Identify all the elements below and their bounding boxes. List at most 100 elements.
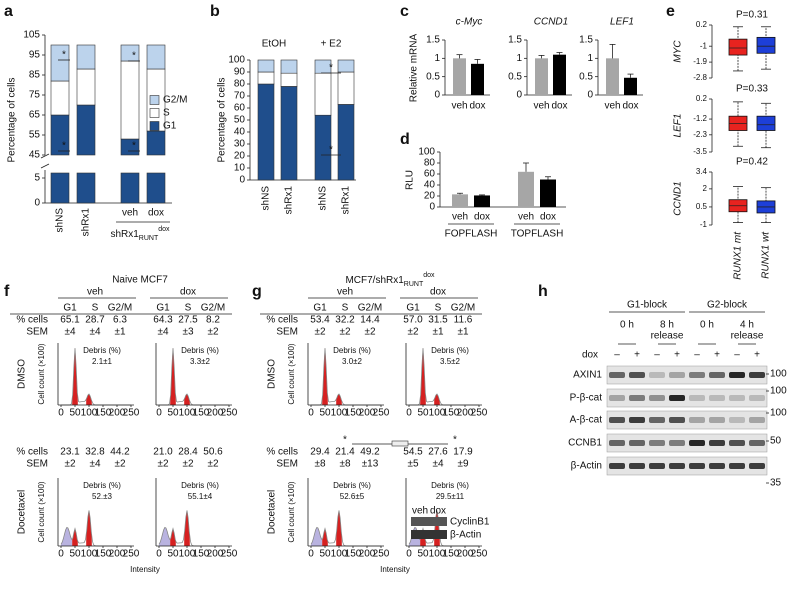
bar-segment bbox=[146, 130, 166, 156]
significance: * bbox=[62, 50, 66, 61]
x-tick-label: dox bbox=[148, 208, 164, 219]
bar-segment bbox=[280, 59, 298, 74]
sem: ±4 bbox=[89, 327, 100, 338]
x-tick-label: 150 bbox=[193, 549, 210, 560]
y-tick-label: 3.4 bbox=[696, 167, 708, 176]
percent-cells: 65.1 bbox=[60, 315, 80, 326]
x-tick-label: shNS bbox=[55, 208, 66, 233]
band bbox=[649, 395, 665, 401]
x-tick-label: 250 bbox=[471, 549, 488, 560]
x-tick-label: 100 bbox=[331, 408, 348, 419]
band bbox=[629, 463, 645, 469]
y-tick-label: 0 bbox=[239, 175, 245, 186]
p-value: P=0.42 bbox=[736, 157, 768, 168]
sem: ±2 bbox=[182, 459, 193, 470]
y-tick-label: 95 bbox=[29, 50, 41, 61]
y-tick-label: 60 bbox=[234, 103, 246, 114]
y-tick-label: 100 bbox=[228, 55, 245, 66]
inset-blot bbox=[411, 517, 447, 526]
y-tick-label: 10 bbox=[234, 163, 246, 174]
bar bbox=[452, 194, 468, 207]
y-tick-label: 0 bbox=[34, 198, 40, 209]
bar-segment bbox=[76, 172, 96, 204]
bar-segment bbox=[257, 83, 275, 181]
row-label: SEM bbox=[276, 459, 298, 470]
x-tick-label: veh bbox=[604, 101, 620, 112]
legend-label: G1 bbox=[163, 121, 177, 132]
band bbox=[609, 372, 625, 378]
y-axis-label: Relative mRNA bbox=[409, 34, 420, 103]
band bbox=[669, 417, 685, 423]
percent-cells: 57.0 bbox=[403, 315, 423, 326]
x-tick-label: 200 bbox=[457, 408, 474, 419]
percent-cells: 64.3 bbox=[153, 315, 173, 326]
bar-segment bbox=[76, 68, 96, 106]
y-tick-label: 20 bbox=[424, 191, 436, 202]
y-tick-label: -2.3 bbox=[693, 130, 707, 139]
treatment-sign: + bbox=[754, 350, 760, 361]
bar-segment bbox=[120, 138, 140, 156]
phase-label: G2/M bbox=[358, 303, 382, 314]
band bbox=[749, 372, 765, 378]
x-tick-label: 250 bbox=[221, 408, 238, 419]
x-tick-label: 0 bbox=[308, 549, 314, 560]
band bbox=[709, 417, 725, 423]
y-tick-label: 60 bbox=[424, 169, 436, 180]
band bbox=[689, 372, 705, 378]
row-label: % cells bbox=[16, 447, 48, 458]
sem: ±2 bbox=[64, 459, 75, 470]
group-label-sup: dox bbox=[158, 226, 170, 233]
bar-segment bbox=[50, 44, 70, 82]
sem: ±4 bbox=[432, 459, 443, 470]
percent-cells: 53.4 bbox=[310, 315, 330, 326]
row-label: % cells bbox=[16, 315, 48, 326]
y-tick-label: -1.9 bbox=[693, 57, 707, 66]
x-tick-label: dox bbox=[622, 101, 638, 112]
debris-label: Debris (%) bbox=[431, 481, 469, 490]
x-tick-label: dox bbox=[474, 212, 490, 223]
panel-label: c bbox=[400, 3, 409, 20]
phase-label: S bbox=[435, 303, 442, 314]
size-marker: 100 bbox=[770, 408, 787, 419]
percent-cells: 27.6 bbox=[428, 447, 448, 458]
sem: ±2 bbox=[339, 327, 350, 338]
band bbox=[609, 395, 625, 401]
sem: ±2 bbox=[207, 327, 218, 338]
row-label: β-Actin bbox=[571, 461, 602, 472]
debris-label: Debris (%) bbox=[431, 346, 469, 355]
sem: ±1 bbox=[114, 327, 125, 338]
treatment-label: Docetaxel bbox=[17, 490, 28, 534]
sem: ±1 bbox=[432, 327, 443, 338]
x-tick-label: 0 bbox=[58, 549, 64, 560]
histogram-peak bbox=[72, 528, 78, 546]
bar bbox=[540, 179, 556, 207]
bar-segment bbox=[314, 72, 332, 116]
debris-value: 3.3±2 bbox=[190, 357, 211, 366]
treatment-label: DMSO bbox=[17, 359, 28, 389]
panel-title-sup: dox bbox=[423, 272, 435, 279]
x-tick-label: 50 bbox=[69, 408, 81, 419]
x-tick-label: shRx1 bbox=[341, 186, 352, 215]
y-axis-label: Cell count (×100) bbox=[287, 481, 296, 542]
y-tick-label: 0 bbox=[434, 90, 440, 101]
band bbox=[669, 372, 685, 378]
x-tick-label: 250 bbox=[221, 549, 238, 560]
x-tick-label: 50 bbox=[167, 408, 179, 419]
percent-cells: 6.3 bbox=[113, 315, 127, 326]
percent-cells: 21.0 bbox=[153, 447, 173, 458]
x-tick-label: 150 bbox=[345, 549, 362, 560]
significance: * bbox=[329, 145, 333, 156]
gene-label: CCND1 bbox=[534, 17, 568, 28]
x-tick-label: 0 bbox=[156, 408, 162, 419]
y-tick-label: 1 bbox=[587, 53, 593, 64]
treatment-label: Docetaxel bbox=[267, 490, 278, 534]
y-tick-label: -3.5 bbox=[693, 147, 707, 156]
band bbox=[609, 440, 625, 446]
gene-label: MYC bbox=[673, 40, 684, 63]
histogram-peak bbox=[170, 528, 176, 546]
x-tick-label: 200 bbox=[359, 408, 376, 419]
bar-segment bbox=[146, 172, 166, 204]
p-value: P=0.33 bbox=[736, 84, 768, 95]
blot bbox=[606, 365, 768, 385]
x-tick-label: 100 bbox=[81, 549, 98, 560]
